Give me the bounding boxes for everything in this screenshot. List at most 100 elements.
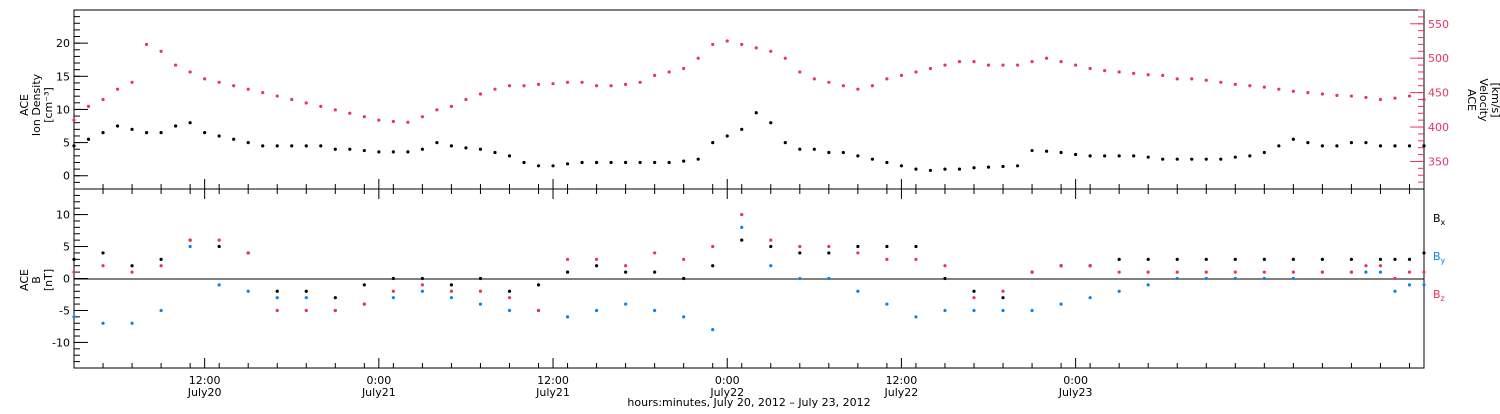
by-point-3 bbox=[159, 308, 163, 313]
density-point-58 bbox=[914, 167, 918, 171]
velocity-point-38 bbox=[624, 82, 628, 86]
density-point-86 bbox=[1320, 144, 1324, 148]
density-point-45 bbox=[725, 134, 729, 138]
by-point-4 bbox=[188, 244, 192, 249]
bx-point-22 bbox=[711, 264, 715, 268]
density-point-15 bbox=[290, 144, 294, 148]
tick-label-left-0: 0 bbox=[63, 170, 70, 183]
velocity-point-46 bbox=[740, 42, 744, 47]
bz-point-3 bbox=[159, 264, 163, 268]
bx-point-1 bbox=[101, 251, 105, 255]
velocity-point-40 bbox=[653, 73, 657, 78]
by-point-32 bbox=[1001, 308, 1005, 313]
x-tick-time-1: 0:00 bbox=[366, 374, 391, 387]
bx-point-0 bbox=[72, 257, 76, 261]
velocity-point-78 bbox=[1204, 78, 1208, 82]
density-point-90 bbox=[1378, 144, 1383, 148]
bx-point-40 bbox=[1233, 257, 1237, 261]
density-point-59 bbox=[928, 168, 933, 173]
density-point-93 bbox=[1422, 144, 1426, 148]
velocity-point-71 bbox=[1103, 68, 1107, 73]
legend-bz: Bz bbox=[1433, 288, 1445, 303]
density-point-21 bbox=[377, 150, 381, 154]
bz-point-27 bbox=[856, 251, 860, 255]
density-point-22 bbox=[391, 150, 395, 154]
bx-point-43 bbox=[1320, 257, 1324, 261]
by-point-35 bbox=[1088, 296, 1092, 300]
density-point-44 bbox=[711, 140, 715, 145]
bx-point-26 bbox=[827, 251, 831, 255]
density-point-64 bbox=[1001, 164, 1005, 169]
velocity-point-64 bbox=[1001, 63, 1005, 67]
by-point-33 bbox=[1030, 308, 1034, 313]
bz-point-44 bbox=[1349, 270, 1354, 274]
velocity-point-22 bbox=[391, 119, 395, 124]
velocity-point-50 bbox=[798, 70, 802, 74]
velocity-point-27 bbox=[464, 97, 468, 102]
velocity-point-84 bbox=[1291, 89, 1295, 93]
density-point-27 bbox=[464, 146, 468, 150]
bz-point-12 bbox=[420, 283, 424, 287]
density-point-78 bbox=[1204, 157, 1208, 161]
velocity-point-81 bbox=[1248, 84, 1252, 88]
density-point-30 bbox=[507, 154, 512, 158]
velocity-point-20 bbox=[362, 115, 366, 119]
ylabel-left-line2: Ion Density bbox=[30, 73, 43, 136]
velocity-point-17 bbox=[319, 104, 323, 108]
density-point-79 bbox=[1219, 157, 1223, 161]
velocity-point-58 bbox=[914, 70, 918, 74]
velocity-point-53 bbox=[841, 84, 845, 88]
density-point-56 bbox=[885, 160, 889, 165]
velocity-point-72 bbox=[1117, 70, 1121, 74]
velocity-point-60 bbox=[943, 63, 947, 67]
by-point-11 bbox=[391, 296, 395, 300]
bx-point-3 bbox=[159, 257, 163, 261]
top-panel: 0 5 10 15 20 350 400 450 500 550 ACE Ion Density… bbox=[18, 9, 1500, 190]
tick-label-left-4: 20 bbox=[56, 37, 70, 50]
bz-point-24 bbox=[769, 238, 773, 242]
ylabel-bottom-line3: [nT] bbox=[42, 269, 55, 291]
by-point-40 bbox=[1233, 276, 1237, 281]
ylabel-right-line1: ACE bbox=[1465, 89, 1478, 111]
velocity-point-76 bbox=[1175, 77, 1179, 81]
bz-point-1 bbox=[101, 264, 105, 268]
by-point-29 bbox=[914, 315, 918, 319]
density-point-17 bbox=[319, 144, 323, 148]
density-point-87 bbox=[1335, 144, 1339, 148]
bz-point-4 bbox=[188, 238, 192, 242]
by-point-48 bbox=[1407, 283, 1412, 287]
velocity-point-69 bbox=[1074, 63, 1078, 67]
velocity-point-48 bbox=[769, 49, 773, 53]
density-point-8 bbox=[188, 121, 192, 125]
by-point-34 bbox=[1059, 302, 1063, 306]
velocity-point-91 bbox=[1393, 96, 1397, 100]
density-point-68 bbox=[1059, 150, 1063, 155]
bx-point-2 bbox=[130, 264, 134, 268]
density-point-14 bbox=[275, 144, 279, 148]
velocity-point-4 bbox=[130, 80, 134, 84]
density-point-3 bbox=[115, 124, 120, 128]
density-point-4 bbox=[130, 127, 134, 131]
velocity-point-92 bbox=[1407, 94, 1412, 98]
velocity-point-15 bbox=[290, 97, 294, 102]
density-point-33 bbox=[551, 164, 555, 168]
by-point-8 bbox=[304, 296, 308, 300]
density-point-84 bbox=[1291, 137, 1295, 141]
density-point-29 bbox=[493, 150, 497, 155]
bz-point-0 bbox=[72, 270, 76, 274]
x-tick-time-4: 12:00 bbox=[886, 374, 918, 387]
tick-label-bottom-2: 0 bbox=[63, 273, 70, 286]
x-tick-date-3: July22 bbox=[709, 386, 744, 399]
by-point-23 bbox=[740, 225, 744, 229]
bottom-data-points bbox=[72, 212, 1426, 332]
bx-point-17 bbox=[565, 270, 570, 274]
bz-point-16 bbox=[536, 308, 541, 313]
velocity-point-62 bbox=[972, 60, 976, 64]
density-point-32 bbox=[536, 164, 541, 168]
velocity-point-11 bbox=[232, 84, 236, 88]
velocity-point-90 bbox=[1378, 97, 1383, 102]
density-point-43 bbox=[696, 157, 700, 161]
density-point-26 bbox=[449, 144, 454, 148]
velocity-point-88 bbox=[1349, 94, 1354, 98]
velocity-point-0 bbox=[72, 118, 76, 122]
